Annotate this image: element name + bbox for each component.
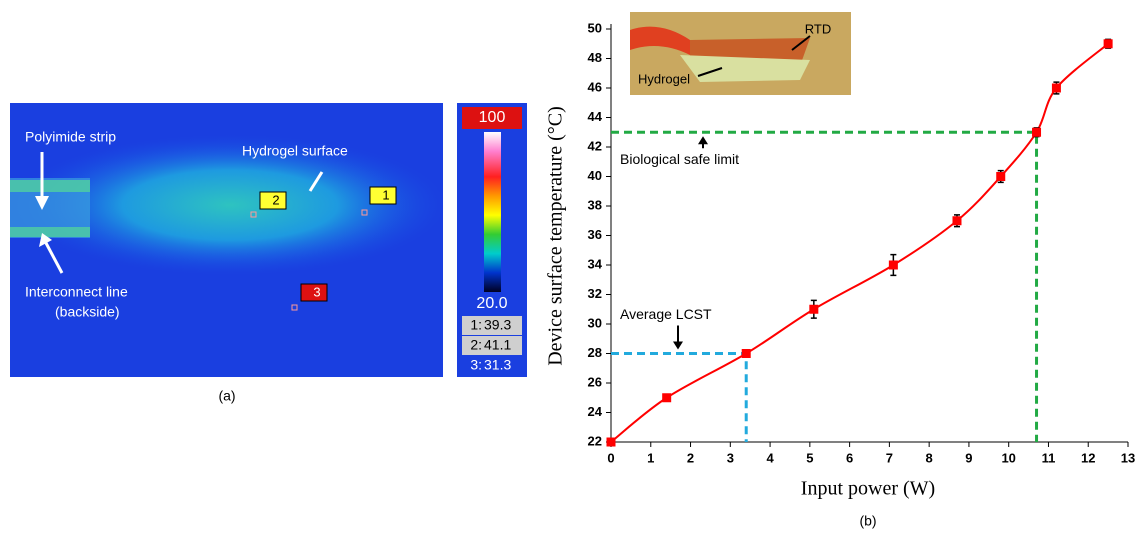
y-tick-label: 44: [588, 109, 603, 124]
y-tick-label: 28: [588, 345, 602, 360]
thermal-image: Polyimide strip Hydrogel surface Interco…: [10, 103, 445, 377]
reading-value: 39.3: [484, 317, 511, 333]
point: [996, 172, 1005, 181]
x-tick-label: 9: [965, 450, 972, 465]
spot-label: 1: [382, 187, 389, 202]
reference-line: [611, 354, 746, 443]
y-tick-label: 24: [588, 404, 603, 419]
annotation: Average LCST: [620, 306, 712, 322]
label: (backside): [55, 304, 120, 320]
y-tick-label: 32: [588, 286, 602, 301]
x-tick-label: 6: [846, 450, 853, 465]
x-tick-label: 12: [1081, 450, 1095, 465]
inset-label: Hydrogel: [638, 71, 690, 86]
colorbar: 100 20.0 1:39.32:41.13:31.3: [457, 103, 527, 377]
colorbar-min: 20.0: [476, 295, 507, 312]
y-tick-label: 34: [588, 256, 603, 271]
y-tick-label: 42: [588, 138, 602, 153]
annotation-arrowhead: [698, 136, 708, 144]
y-tick-label: 30: [588, 315, 602, 330]
inset-photo: RTD Hydrogel: [630, 12, 851, 95]
y-axis-label: Device surface temperature (°C): [545, 106, 567, 366]
x-tick-label: 1: [647, 450, 654, 465]
inset-label: RTD: [805, 21, 831, 36]
x-axis-label: Input power (W): [801, 478, 935, 500]
point: [742, 349, 751, 358]
spot-label: 2: [272, 192, 279, 207]
point: [889, 261, 898, 270]
x-tick-label: 0: [607, 450, 614, 465]
label: Polyimide strip: [25, 129, 116, 145]
reading-label: 2:: [470, 337, 482, 353]
reading-value: 31.3: [484, 357, 511, 373]
interconnect-line: [10, 227, 90, 237]
spot-label: 3: [313, 284, 320, 299]
x-tick-label: 5: [806, 450, 813, 465]
caption: (a): [218, 388, 235, 404]
interconnect-line: [10, 180, 90, 192]
y-tick-label: 50: [588, 20, 602, 35]
label: Hydrogel surface: [242, 143, 348, 159]
caption: (b): [859, 513, 876, 529]
x-tick-label: 7: [886, 450, 893, 465]
reading-label: 1:: [470, 317, 482, 333]
x-tick-label: 2: [687, 450, 694, 465]
y-tick-label: 48: [588, 50, 602, 65]
point: [1104, 39, 1113, 48]
point: [607, 438, 616, 447]
point: [809, 305, 818, 314]
point: [662, 393, 671, 402]
point: [1052, 84, 1061, 93]
x-tick-label: 13: [1121, 450, 1135, 465]
colorbar-gradient: [484, 132, 501, 292]
x-tick-label: 8: [926, 450, 933, 465]
label: Interconnect line: [25, 284, 128, 300]
point: [952, 216, 961, 225]
reading-value: 41.1: [484, 337, 511, 353]
y-tick-label: 22: [588, 433, 602, 448]
reading-label: 3:: [470, 357, 482, 373]
line: [611, 44, 1108, 442]
x-tick-label: 11: [1042, 450, 1056, 465]
y-tick-label: 46: [588, 79, 602, 94]
reference-line: [611, 132, 1037, 442]
y-tick-label: 36: [588, 227, 602, 242]
annotation-arrowhead: [673, 342, 683, 350]
figure: Polyimide strip Hydrogel surface Interco…: [0, 0, 1137, 533]
x-tick-label: 4: [766, 450, 774, 465]
y-tick-label: 38: [588, 197, 602, 212]
y-tick-label: 26: [588, 374, 602, 389]
y-tick-label: 40: [588, 168, 602, 183]
point: [1032, 128, 1041, 137]
x-tick-label: 3: [727, 450, 734, 465]
colorbar-max: 100: [479, 109, 506, 126]
annotation: Biological safe limit: [620, 151, 739, 167]
x-tick-label: 10: [1001, 450, 1015, 465]
